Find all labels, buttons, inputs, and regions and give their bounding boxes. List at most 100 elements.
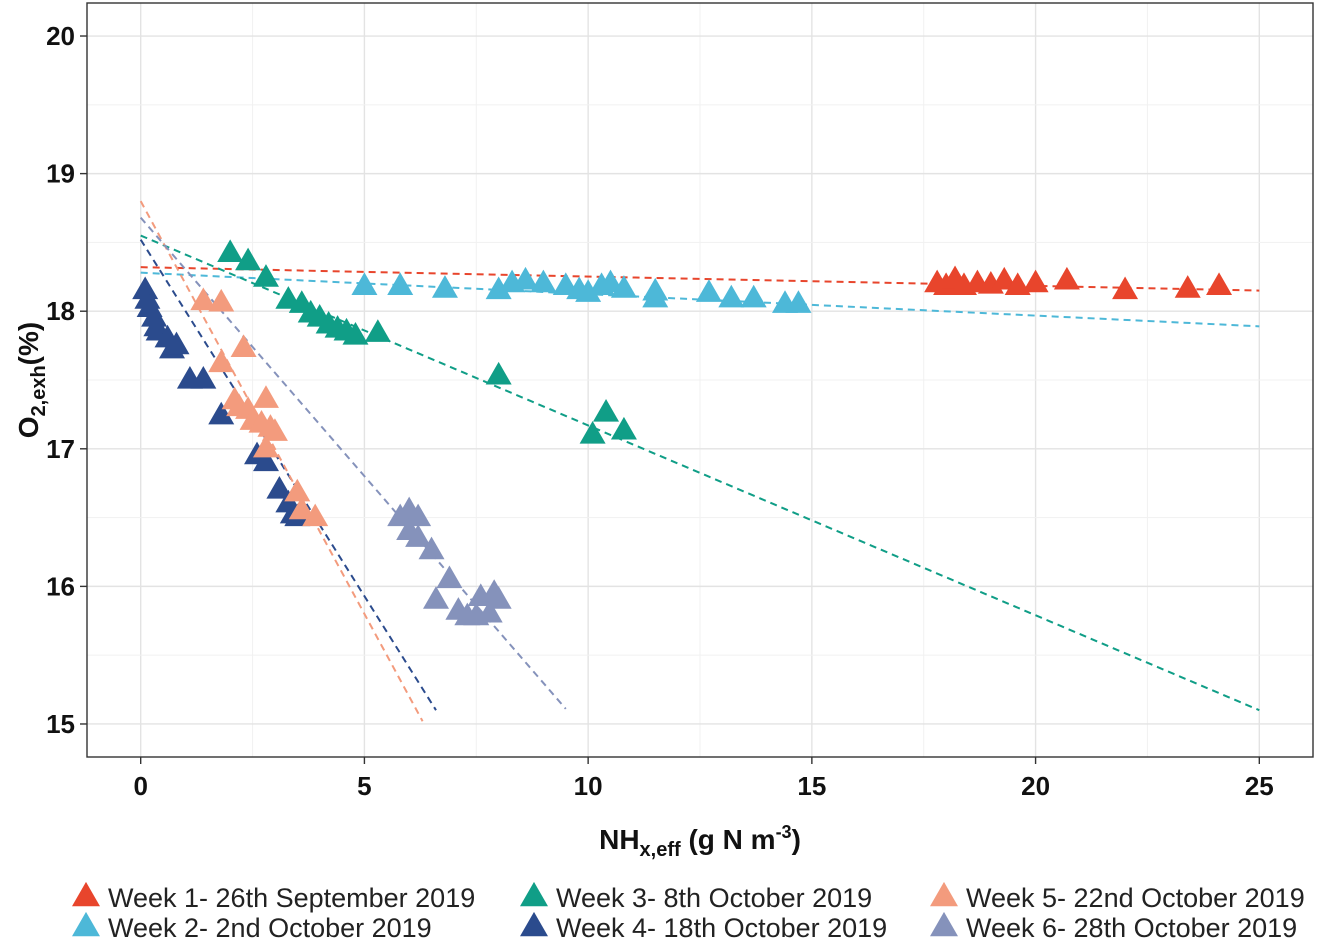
point-week-2 — [718, 284, 745, 308]
point-week-1 — [991, 266, 1018, 290]
point-week-5 — [302, 503, 329, 527]
point-week-6 — [436, 565, 463, 589]
point-week-5 — [230, 334, 257, 357]
point-week-3 — [593, 398, 620, 422]
legend-label-week-5: Week 5- 22nd October 2019 — [966, 883, 1305, 913]
fit-line-week-2 — [140, 271, 1260, 328]
legend-label-week-3: Week 3- 8th October 2019 — [556, 883, 872, 913]
point-week-5 — [252, 385, 279, 408]
y-tick-label: 19 — [46, 159, 75, 189]
point-week-5 — [252, 434, 279, 458]
point-week-6 — [485, 586, 512, 609]
point-week-2 — [512, 266, 539, 290]
y-tick-label: 15 — [46, 709, 75, 739]
plot-border — [86, 2, 1314, 758]
x-tick-label: 10 — [574, 771, 603, 801]
point-week-6 — [423, 586, 450, 609]
fit-line-week-4 — [139, 239, 437, 711]
fit-line-week-1 — [140, 266, 1260, 292]
point-week-3 — [364, 319, 391, 342]
x-tick-label: 25 — [1245, 771, 1274, 801]
point-week-4 — [208, 401, 235, 425]
point-week-5 — [288, 496, 315, 520]
point-week-4 — [163, 331, 190, 355]
legend-item-week-3: Week 3- 8th October 2019 — [520, 881, 872, 913]
point-week-4 — [132, 276, 159, 300]
point-week-3 — [342, 321, 369, 345]
y-tick-label: 20 — [46, 21, 75, 51]
point-week-4 — [266, 476, 293, 499]
point-week-3 — [217, 239, 244, 263]
point-week-6 — [418, 536, 445, 560]
point-week-2 — [642, 284, 669, 308]
y-tick-label: 18 — [46, 296, 75, 326]
point-week-4 — [190, 365, 217, 389]
legend-item-week-2: Week 2- 2nd October 2019 — [72, 911, 432, 943]
point-week-1 — [1004, 272, 1031, 296]
point-week-6 — [405, 503, 432, 527]
legend-key-week-5 — [930, 881, 958, 907]
point-week-1 — [1112, 276, 1139, 300]
point-week-3 — [579, 421, 606, 444]
legend-item-week-1: Week 1- 26th September 2019 — [72, 881, 475, 913]
legend-key-week-3 — [520, 881, 548, 907]
point-week-1 — [1053, 266, 1080, 290]
x-tick-label: 20 — [1021, 771, 1050, 801]
x-tick-label: 15 — [797, 771, 826, 801]
point-week-2 — [351, 272, 378, 296]
point-week-1 — [1174, 275, 1201, 298]
point-week-2 — [610, 275, 637, 298]
x-axis-title: NHx,eff (g N m-3) — [599, 822, 801, 861]
point-week-2 — [387, 272, 414, 296]
x-tick-label: 0 — [133, 771, 147, 801]
grid-lines — [87, 3, 1313, 757]
data-points — [132, 239, 1233, 626]
legend-key-week-2 — [72, 911, 100, 937]
legend-item-week-5: Week 5- 22nd October 2019 — [930, 881, 1305, 913]
point-week-3 — [235, 247, 262, 271]
point-week-1 — [1022, 269, 1049, 293]
point-week-3 — [610, 416, 637, 440]
legend-label-week-6: Week 6- 28th October 2019 — [966, 913, 1297, 943]
legend-label-week-1: Week 1- 26th September 2019 — [108, 883, 475, 913]
point-week-5 — [261, 418, 288, 441]
point-week-1 — [1206, 272, 1233, 296]
legend-label-week-2: Week 2- 2nd October 2019 — [108, 913, 432, 943]
legend-label-week-4: Week 4- 18th October 2019 — [556, 913, 887, 943]
fit-lines — [139, 200, 1260, 722]
fit-line-week-6 — [139, 216, 567, 710]
point-week-2 — [695, 279, 722, 302]
y-axis-title: O2,exh(%) — [13, 322, 50, 438]
point-week-2 — [740, 284, 767, 308]
y-tick-label: 17 — [46, 434, 75, 464]
point-week-2 — [575, 279, 602, 302]
tick-labels: 0 5 10 15 20 25 15 16 17 18 19 20 — [46, 21, 1274, 801]
point-week-2 — [597, 269, 624, 293]
point-week-5 — [190, 287, 217, 311]
point-week-2 — [431, 275, 458, 298]
legend-key-week-4 — [520, 911, 548, 937]
fit-line-week-5 — [139, 200, 424, 722]
point-week-4 — [141, 304, 168, 327]
fit-line-week-3 — [140, 234, 1260, 712]
x-tick-label: 5 — [357, 771, 371, 801]
legend-item-week-6: Week 6- 28th October 2019 — [930, 911, 1297, 943]
point-week-5 — [208, 288, 235, 312]
legend-item-week-4: Week 4- 18th October 2019 — [520, 911, 887, 943]
point-week-5 — [208, 349, 235, 373]
legend-key-week-1 — [72, 881, 100, 907]
y-tick-label: 16 — [46, 571, 75, 601]
point-week-5 — [284, 478, 311, 502]
axis-ticks — [80, 35, 1261, 764]
point-week-3 — [485, 361, 512, 385]
point-week-2 — [530, 269, 557, 293]
point-week-2 — [485, 276, 512, 300]
point-week-6 — [476, 599, 503, 623]
point-week-4 — [252, 448, 279, 472]
point-week-3 — [252, 264, 279, 287]
point-week-2 — [785, 290, 812, 313]
legend-key-week-6 — [930, 911, 958, 937]
point-week-6 — [405, 524, 432, 547]
